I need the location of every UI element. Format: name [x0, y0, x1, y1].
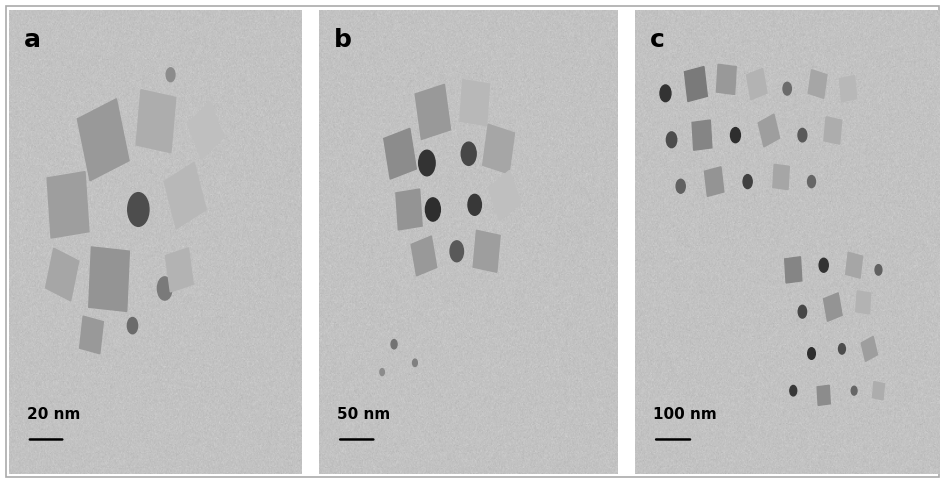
Ellipse shape	[851, 386, 856, 395]
Ellipse shape	[379, 369, 384, 376]
Polygon shape	[817, 385, 830, 406]
Ellipse shape	[798, 305, 806, 318]
Polygon shape	[860, 336, 877, 362]
Polygon shape	[45, 248, 78, 301]
Ellipse shape	[807, 348, 815, 359]
Ellipse shape	[127, 193, 149, 227]
Polygon shape	[871, 381, 884, 400]
Ellipse shape	[413, 359, 417, 366]
Polygon shape	[482, 124, 514, 174]
Ellipse shape	[666, 132, 676, 148]
Polygon shape	[89, 247, 129, 311]
Ellipse shape	[659, 85, 670, 102]
Polygon shape	[136, 90, 176, 152]
Ellipse shape	[742, 175, 751, 189]
Polygon shape	[746, 68, 767, 100]
Ellipse shape	[730, 128, 739, 143]
Polygon shape	[683, 66, 707, 102]
Polygon shape	[855, 291, 869, 314]
Polygon shape	[77, 99, 129, 181]
Text: b: b	[334, 28, 352, 52]
Ellipse shape	[461, 142, 476, 166]
Text: a: a	[25, 28, 41, 52]
Ellipse shape	[418, 150, 434, 176]
Ellipse shape	[818, 258, 827, 272]
Ellipse shape	[874, 265, 881, 275]
Polygon shape	[473, 230, 499, 272]
Polygon shape	[414, 84, 450, 139]
Polygon shape	[460, 80, 489, 125]
Polygon shape	[757, 114, 779, 147]
Ellipse shape	[449, 241, 463, 262]
Polygon shape	[383, 128, 416, 179]
Ellipse shape	[166, 68, 175, 82]
Polygon shape	[411, 236, 436, 276]
Polygon shape	[822, 293, 841, 321]
Polygon shape	[845, 252, 862, 278]
Text: 50 nm: 50 nm	[337, 407, 390, 422]
Polygon shape	[716, 64, 735, 94]
Ellipse shape	[675, 179, 684, 193]
Ellipse shape	[797, 128, 806, 142]
Ellipse shape	[789, 385, 796, 396]
Polygon shape	[703, 167, 723, 197]
Polygon shape	[807, 70, 826, 98]
Polygon shape	[488, 170, 520, 221]
Text: 20 nm: 20 nm	[27, 407, 80, 422]
Ellipse shape	[807, 176, 815, 188]
Polygon shape	[772, 165, 788, 190]
Polygon shape	[396, 189, 422, 230]
Polygon shape	[784, 257, 801, 283]
Polygon shape	[47, 172, 89, 238]
Ellipse shape	[783, 82, 790, 95]
Ellipse shape	[425, 198, 440, 221]
Ellipse shape	[127, 318, 138, 334]
Ellipse shape	[391, 340, 396, 349]
Ellipse shape	[158, 277, 172, 300]
Text: c: c	[649, 28, 665, 52]
Ellipse shape	[837, 344, 845, 354]
Text: 100 nm: 100 nm	[652, 407, 716, 422]
Polygon shape	[165, 248, 194, 292]
Polygon shape	[187, 102, 224, 159]
Polygon shape	[164, 162, 206, 229]
Ellipse shape	[467, 195, 480, 215]
Polygon shape	[79, 316, 103, 354]
Polygon shape	[691, 120, 711, 150]
Polygon shape	[823, 117, 841, 144]
Polygon shape	[838, 76, 855, 102]
